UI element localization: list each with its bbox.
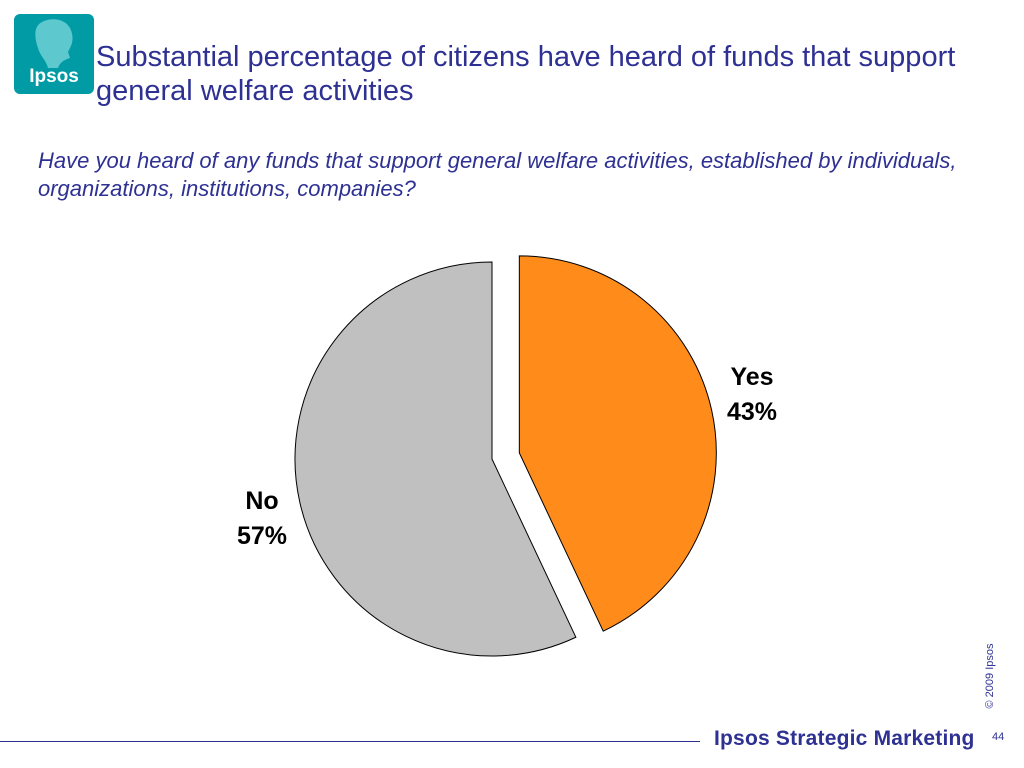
survey-question: Have you heard of any funds that support… <box>38 148 957 201</box>
pie-slice-no <box>294 261 577 657</box>
pie-labels: Yes 43% No 57% <box>237 363 777 550</box>
ipsos-logo: Ipsos <box>14 14 94 94</box>
copyright-notice: © 2009 Ipsos <box>984 644 1002 709</box>
slice-label-yes: Yes <box>730 363 773 391</box>
slice-value-no: 57% <box>237 522 287 550</box>
copyright-text: © 2009 Ipsos <box>984 643 996 709</box>
logo-silhouette <box>35 19 73 68</box>
logo-text: Ipsos <box>29 66 79 87</box>
footer-brand: Ipsos Strategic Marketing <box>714 727 975 750</box>
slice-value-yes: 43% <box>727 398 777 426</box>
page-title: Substantial percentage of citizens have … <box>96 41 956 107</box>
footer-divider <box>0 741 700 742</box>
page-number: 44 <box>992 731 1005 743</box>
slice-label-no: No <box>245 487 278 515</box>
pie-slices <box>294 255 717 657</box>
pie-slice-yes <box>518 255 717 632</box>
